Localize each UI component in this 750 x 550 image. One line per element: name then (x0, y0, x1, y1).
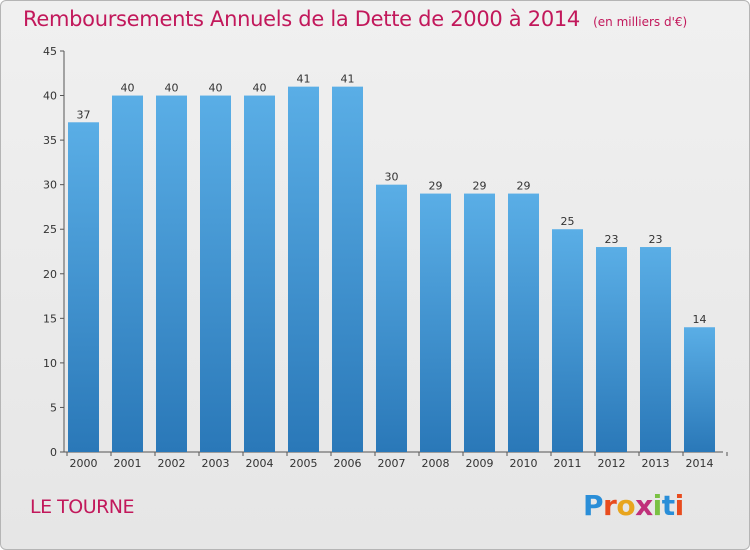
value-label: 29 (429, 180, 443, 193)
y-tick-label: 0 (50, 446, 57, 459)
bar-2010 (508, 193, 539, 453)
value-label: 14 (693, 313, 707, 326)
bar-2005 (288, 86, 319, 453)
x-tick-label: 2011 (554, 457, 582, 470)
value-label: 23 (649, 233, 663, 246)
bar-2014 (684, 327, 715, 452)
logo-letter: i (674, 489, 685, 522)
x-tick-label: 2000 (70, 457, 98, 470)
x-tick-label: 2009 (466, 457, 494, 470)
y-tick-label: 15 (43, 312, 57, 325)
value-labels: 37 40 40 40 40 41 41 30 29 29 29 25 23 23 14 (77, 73, 707, 327)
y-tick-label: 35 (43, 134, 57, 147)
logo-letter: r (603, 489, 617, 522)
y-tick-label: 40 (43, 90, 57, 103)
bar-2003 (200, 95, 231, 453)
y-tick-label: 10 (43, 357, 57, 370)
value-label: 40 (209, 82, 223, 95)
x-tick-label: 2003 (202, 457, 230, 470)
value-label: 40 (165, 82, 179, 95)
bar-2007 (376, 184, 407, 452)
value-label: 30 (385, 171, 399, 184)
value-label: 40 (121, 82, 135, 95)
bar-2000 (68, 122, 99, 453)
bar-2002 (156, 95, 187, 453)
value-label: 25 (561, 215, 575, 228)
chart-subtitle: (en milliers d'€) (593, 15, 688, 29)
x-tick-label: 2006 (334, 457, 362, 470)
x-tick-label: 2007 (378, 457, 406, 470)
bar-2006 (332, 86, 363, 453)
chart-title: Remboursements Annuels de la Dette de 20… (23, 7, 580, 31)
y-tick-label: 45 (43, 45, 57, 58)
axes: 0 5 10 15 20 25 30 35 40 45 2000 2001 2002 2003 2004 20… (43, 45, 728, 470)
value-label: 40 (253, 82, 267, 95)
bar-2013 (640, 247, 671, 452)
commune-name: LE TOURNE (30, 496, 135, 518)
y-tick-label: 25 (43, 223, 57, 236)
logo-letter: o (616, 489, 636, 522)
bar-2001 (112, 95, 143, 453)
x-tick-label: 2010 (510, 457, 538, 470)
bar-2004 (244, 95, 275, 453)
x-tick-label: 2013 (642, 457, 670, 470)
x-tick-label: 2005 (290, 457, 318, 470)
y-tick-label: 30 (43, 179, 57, 192)
y-tick-label: 20 (43, 268, 57, 281)
x-tick-label: 2001 (114, 457, 142, 470)
proxiti-logo[interactable]: Proxiti (583, 489, 684, 522)
logo-letter: t (661, 489, 675, 522)
title-row: Remboursements Annuels de la Dette de 20… (23, 7, 687, 31)
value-label: 23 (605, 233, 619, 246)
x-tick-label: 2012 (598, 457, 626, 470)
logo-letter: x (635, 489, 653, 522)
bar-2008 (420, 193, 451, 453)
value-label: 41 (341, 73, 355, 86)
value-label: 29 (473, 180, 487, 193)
y-tick-label: 5 (50, 401, 57, 414)
bars (68, 86, 715, 453)
bar-2009 (464, 193, 495, 453)
value-label: 41 (297, 73, 311, 86)
logo-letter: P (583, 489, 604, 522)
bar-2012 (596, 247, 627, 452)
x-tick-label: 2002 (158, 457, 186, 470)
value-label: 29 (517, 180, 531, 193)
x-tick-label: 2008 (422, 457, 450, 470)
value-label: 37 (77, 108, 91, 121)
logo-letter: i (652, 489, 663, 522)
bar-2011 (552, 229, 583, 452)
x-tick-label: 2004 (246, 457, 274, 470)
x-tick-label: 2014 (686, 457, 714, 470)
